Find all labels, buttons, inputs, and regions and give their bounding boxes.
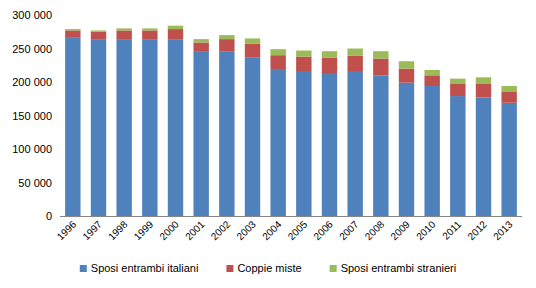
bar-segment (322, 51, 337, 58)
bar-segment (501, 91, 516, 102)
x-tick-label: 2006 (311, 218, 335, 242)
x-tick-label: 1999 (132, 218, 156, 242)
bar-segment (168, 29, 183, 40)
bar-segment (296, 72, 311, 216)
x-tick-label: 2012 (465, 218, 489, 242)
x-tick-label: 2001 (183, 218, 207, 242)
bar-segment (219, 39, 234, 51)
bar-segment (270, 55, 285, 70)
bar-segment (116, 39, 131, 216)
bars (65, 26, 517, 216)
bar-segment (322, 58, 337, 74)
bar-segment (347, 56, 362, 72)
x-tick-label: 2004 (260, 218, 284, 242)
legend-label: Sposi entrambi stranieri (341, 262, 457, 274)
x-tick-label: 2010 (414, 218, 438, 242)
x-tick-label: 2013 (491, 218, 515, 242)
bar-segment (476, 84, 491, 97)
y-tick-label: 100 000 (12, 143, 52, 155)
bar-segment (399, 61, 414, 68)
bar-segment (116, 28, 131, 30)
x-axis (60, 216, 522, 217)
x-tick-label: 1996 (55, 218, 79, 242)
bar-segment (424, 70, 439, 75)
bar-segment (322, 74, 337, 216)
bar-segment (296, 57, 311, 72)
bar-segment (219, 51, 234, 216)
bar-segment (65, 30, 80, 37)
bar-segment (399, 83, 414, 216)
bar-segment (450, 84, 465, 96)
bar-segment (476, 77, 491, 84)
legend-swatch (330, 265, 337, 272)
bar-segment (347, 49, 362, 56)
y-tick-label: 300 000 (12, 9, 52, 21)
bar-segment (142, 40, 157, 216)
bar-segment (245, 57, 260, 216)
bar-segment (91, 30, 106, 31)
bar-segment (142, 28, 157, 30)
bar-segment (245, 44, 260, 57)
bar-segment (399, 69, 414, 83)
bar-segment (424, 75, 439, 86)
x-tick-label: 2003 (234, 218, 258, 242)
bar-segment (91, 40, 106, 216)
legend-swatch (226, 265, 233, 272)
bar-segment (193, 52, 208, 216)
x-tick-label: 1997 (80, 218, 104, 242)
x-tick-label: 2002 (209, 218, 233, 242)
bar-segment (142, 30, 157, 39)
x-tick-label: 2000 (157, 218, 181, 242)
bar-segment (450, 96, 465, 216)
bar-segment (270, 70, 285, 216)
bar-segment (373, 51, 388, 58)
legend-label: Coppie miste (237, 262, 301, 274)
x-tick-label: 1998 (106, 218, 130, 242)
bar-segment (116, 30, 131, 39)
bar-segment (373, 59, 388, 76)
x-tick-label: 2009 (388, 218, 412, 242)
bar-segment (245, 38, 260, 43)
bar-segment (450, 79, 465, 84)
x-tick-label: 2008 (363, 218, 387, 242)
bar-segment (65, 37, 80, 216)
bar-segment (476, 97, 491, 216)
y-tick-label: 50 000 (18, 177, 52, 189)
bar-segment (501, 86, 516, 91)
bar-segment (219, 35, 234, 39)
x-tick-label: 2005 (286, 218, 310, 242)
bar-segment (424, 86, 439, 216)
legend-label: Sposi entrambi italiani (91, 262, 199, 274)
legend-swatch (80, 265, 87, 272)
bar-segment (296, 51, 311, 57)
x-tick-label: 2007 (337, 218, 361, 242)
bar-segment (168, 40, 183, 216)
bar-segment (501, 103, 516, 216)
bar-segment (373, 75, 388, 216)
y-tick-label: 150 000 (12, 110, 52, 122)
bar-segment (270, 49, 285, 55)
legend: Sposi entrambi italiani Coppie miste Sposi… (80, 262, 456, 274)
bar-segment (347, 72, 362, 216)
chart: 0 50 000 100 000 150 000 200 000 250 000 300 0… (0, 0, 536, 288)
bar-segment (65, 29, 80, 30)
bar-segment (168, 26, 183, 29)
y-tick-label: 250 000 (12, 43, 52, 55)
y-tick-label: 200 000 (12, 76, 52, 88)
bar-segment (193, 39, 208, 42)
x-tick-label: 2011 (440, 218, 463, 241)
y-tick-label: 0 (46, 210, 52, 222)
bar-segment (91, 32, 106, 40)
bar-segment (193, 42, 208, 51)
